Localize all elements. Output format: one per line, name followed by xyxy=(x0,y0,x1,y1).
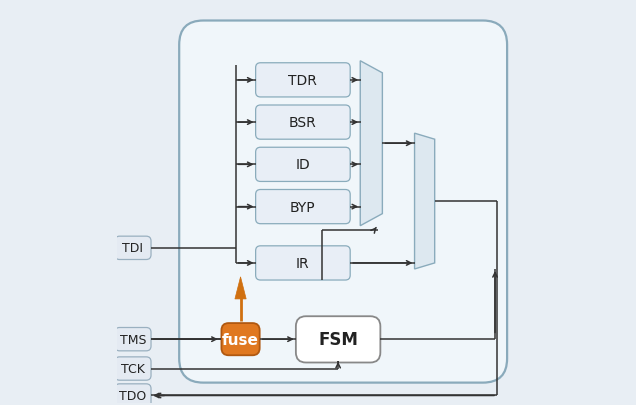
FancyBboxPatch shape xyxy=(179,21,507,383)
FancyBboxPatch shape xyxy=(256,148,350,182)
Text: BSR: BSR xyxy=(289,116,317,130)
Text: ID: ID xyxy=(296,158,310,172)
Text: FSM: FSM xyxy=(318,330,358,349)
FancyBboxPatch shape xyxy=(256,64,350,98)
Polygon shape xyxy=(360,62,382,226)
Text: TCK: TCK xyxy=(121,362,145,375)
Text: IR: IR xyxy=(296,256,310,270)
Text: BYP: BYP xyxy=(290,200,315,214)
Text: TDO: TDO xyxy=(120,389,146,402)
FancyBboxPatch shape xyxy=(115,384,151,405)
Polygon shape xyxy=(235,277,246,299)
Text: TMS: TMS xyxy=(120,333,146,346)
Text: TDR: TDR xyxy=(289,74,317,87)
FancyBboxPatch shape xyxy=(296,316,380,362)
Polygon shape xyxy=(415,134,434,269)
FancyBboxPatch shape xyxy=(221,323,259,355)
FancyBboxPatch shape xyxy=(115,357,151,380)
Text: fuse: fuse xyxy=(222,332,259,347)
FancyBboxPatch shape xyxy=(256,246,350,280)
Text: TDI: TDI xyxy=(122,242,144,255)
FancyBboxPatch shape xyxy=(256,190,350,224)
FancyBboxPatch shape xyxy=(256,106,350,140)
FancyBboxPatch shape xyxy=(115,237,151,260)
FancyBboxPatch shape xyxy=(115,328,151,351)
